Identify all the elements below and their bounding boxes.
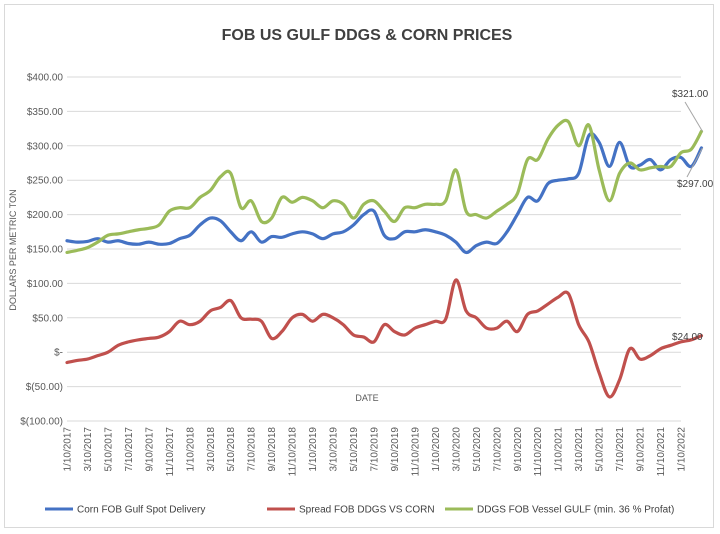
x-tick-label: 1/10/2017 xyxy=(63,427,74,472)
chart-svg: FOB US GULF DDGS & CORN PRICES $400.00 $3… xyxy=(8,27,714,516)
series-lines xyxy=(65,118,704,399)
x-tick-label: 9/10/2020 xyxy=(513,427,524,472)
x-axis-ticks: 1/10/2017 3/10/2017 5/10/2017 7/10/2017 9/10… xyxy=(63,427,688,477)
x-tick-label: 5/10/2019 xyxy=(349,427,360,472)
y-tick-label: $(100.00) xyxy=(20,417,63,428)
x-tick-label: 1/10/2018 xyxy=(185,427,196,472)
x-tick-label: 7/10/2020 xyxy=(492,427,503,472)
legend: Corn FOB Gulf Spot Delivery Spread FOB DD… xyxy=(45,505,674,516)
y-tick-label: $150.00 xyxy=(27,245,64,256)
x-tick-label: 1/10/2019 xyxy=(308,427,319,472)
legend-label: DDGS FOB Vessel GULF (min. 36 % Profat) xyxy=(477,505,674,516)
legend-label: Spread FOB DDGS VS CORN xyxy=(299,505,435,516)
x-tick-label: 9/10/2019 xyxy=(390,427,401,472)
ddgs-end-label: $321.00 xyxy=(672,89,709,100)
x-axis-label: DATE xyxy=(355,393,378,403)
x-tick-label: 9/10/2021 xyxy=(636,427,647,472)
legend-label: Corn FOB Gulf Spot Delivery xyxy=(77,505,205,516)
x-tick-label: 3/10/2017 xyxy=(83,427,94,472)
x-tick-label: 3/10/2021 xyxy=(574,427,585,472)
y-tick-label: $200.00 xyxy=(27,210,64,221)
spread-end-label: $24.00 xyxy=(672,332,703,343)
x-tick-label: 5/10/2017 xyxy=(103,427,114,472)
ddgs-series-line xyxy=(65,118,704,255)
end-annotations: $321.00 $297.00 $24.00 xyxy=(672,89,714,343)
gridlines xyxy=(67,76,681,422)
chart-frame: FOB US GULF DDGS & CORN PRICES $400.00 $3… xyxy=(4,4,714,528)
x-tick-label: 11/10/2021 xyxy=(656,427,667,477)
y-axis-ticks: $400.00 $350.00 $300.00 $250.00 $200.00 $150.… xyxy=(20,73,63,428)
x-tick-label: 9/10/2017 xyxy=(144,427,155,472)
y-tick-label: $(50.00) xyxy=(26,382,63,393)
x-tick-label: 9/10/2018 xyxy=(267,427,278,472)
y-tick-label: $400.00 xyxy=(27,73,64,84)
x-tick-label: 11/10/2017 xyxy=(165,427,176,477)
y-tick-label: $250.00 xyxy=(27,176,64,187)
x-tick-label: 7/10/2017 xyxy=(124,427,135,472)
spread-series-line xyxy=(65,278,704,399)
corn-series-line xyxy=(65,132,704,255)
x-tick-label: 7/10/2018 xyxy=(247,427,258,472)
x-tick-label: 11/10/2019 xyxy=(410,427,421,477)
y-tick-label: $350.00 xyxy=(27,107,64,118)
x-tick-label: 1/10/2020 xyxy=(431,427,442,472)
chart-title: FOB US GULF DDGS & CORN PRICES xyxy=(222,27,513,44)
x-tick-label: 5/10/2021 xyxy=(595,427,606,472)
x-tick-label: 7/10/2019 xyxy=(370,427,381,472)
leader-line xyxy=(684,101,703,132)
x-tick-label: 7/10/2021 xyxy=(615,427,626,472)
x-tick-label: 3/10/2018 xyxy=(206,427,217,472)
y-axis-label: DOLLARS PER METRIC TON xyxy=(8,189,18,310)
y-tick-label: $300.00 xyxy=(27,141,64,152)
leader-line xyxy=(686,147,703,178)
x-tick-label: 1/10/2021 xyxy=(554,427,565,472)
x-tick-label: 3/10/2020 xyxy=(451,427,462,472)
x-tick-label: 1/10/2022 xyxy=(677,427,688,472)
x-tick-label: 11/10/2018 xyxy=(288,427,299,477)
x-tick-label: 11/10/2020 xyxy=(533,427,544,477)
y-tick-label: $100.00 xyxy=(27,279,64,290)
x-tick-label: 5/10/2020 xyxy=(472,427,483,472)
corn-end-label: $297.00 xyxy=(677,179,714,190)
y-tick-label: $- xyxy=(54,348,63,359)
x-tick-label: 5/10/2018 xyxy=(226,427,237,472)
x-tick-label: 3/10/2019 xyxy=(329,427,340,472)
y-tick-label: $50.00 xyxy=(32,313,63,324)
